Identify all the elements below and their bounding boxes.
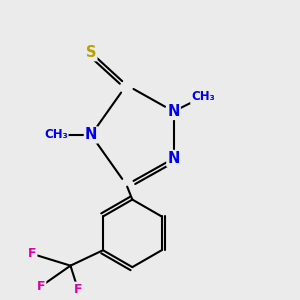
Text: N: N — [167, 104, 180, 119]
Text: F: F — [74, 283, 82, 296]
Text: CH₃: CH₃ — [191, 90, 215, 103]
Text: N: N — [85, 128, 97, 142]
Text: CH₃: CH₃ — [44, 128, 68, 142]
Text: F: F — [37, 280, 45, 293]
Text: S: S — [86, 45, 96, 60]
Text: F: F — [28, 248, 37, 260]
Text: N: N — [167, 151, 180, 166]
